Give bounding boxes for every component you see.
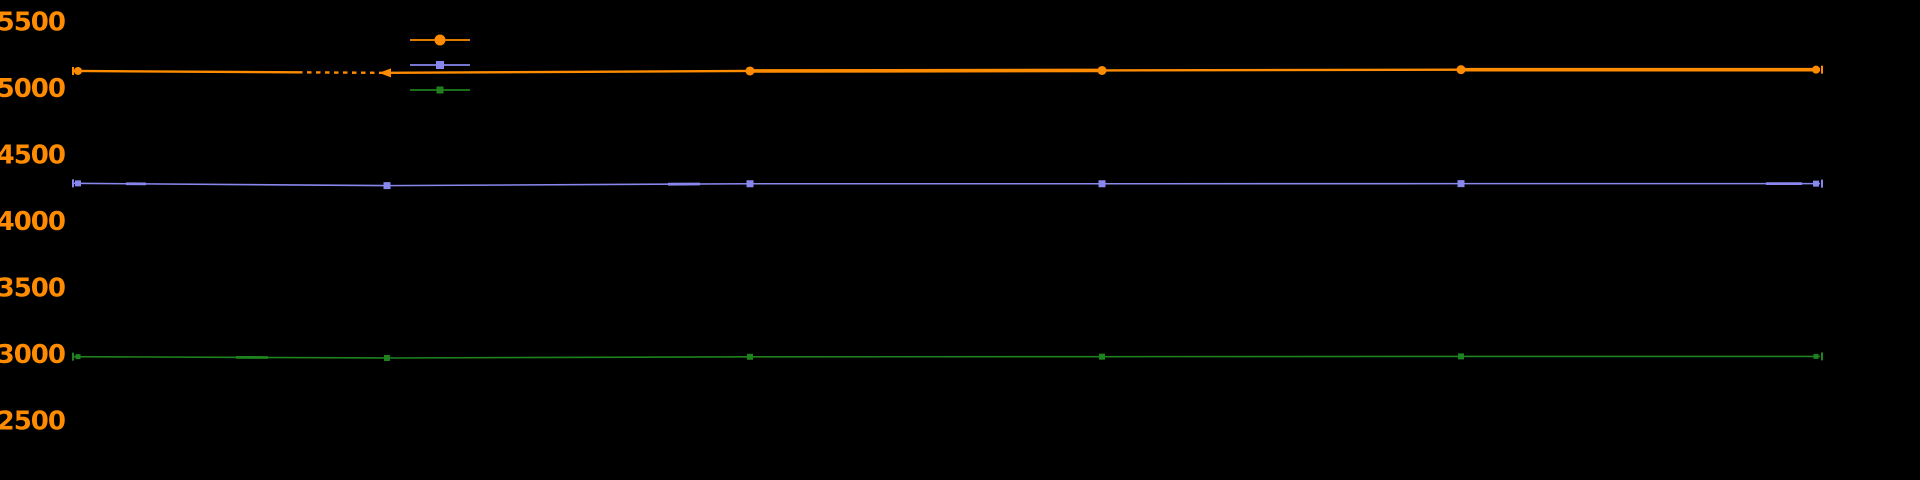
legend-marker-circle bbox=[434, 34, 446, 46]
data-point-marker-square bbox=[75, 180, 81, 187]
series-orange-series bbox=[72, 65, 1823, 78]
end-cap-bar-right bbox=[1821, 179, 1823, 188]
y-tick-label: 2500 bbox=[0, 407, 65, 437]
legend-entry bbox=[410, 86, 470, 94]
data-point-marker-square bbox=[1457, 180, 1465, 188]
data-point-marker-circle bbox=[1812, 65, 1820, 74]
data-point-marker-square bbox=[75, 354, 81, 360]
data-point-marker-square bbox=[1098, 180, 1106, 188]
line-thick-segment bbox=[749, 68, 1103, 73]
y-tick-label: 3000 bbox=[0, 340, 65, 370]
end-cap-bar-left bbox=[72, 179, 74, 188]
data-point-marker-square bbox=[747, 353, 753, 360]
legend-marker-square bbox=[436, 61, 444, 69]
y-tick-label: 3500 bbox=[0, 274, 65, 304]
data-point-marker-square bbox=[1813, 180, 1819, 187]
legend-entry bbox=[410, 61, 470, 69]
line bbox=[73, 182, 1820, 187]
data-point-marker-circle bbox=[745, 66, 755, 76]
y-tick-label: 5000 bbox=[0, 74, 65, 104]
data-point-marker-circle bbox=[1456, 65, 1466, 75]
legend-marker-square bbox=[436, 86, 444, 94]
series-green-series bbox=[72, 352, 1823, 361]
data-point-marker-circle bbox=[74, 66, 82, 75]
data-point-marker-square bbox=[1458, 353, 1464, 360]
end-cap-bar-left bbox=[72, 66, 74, 75]
end-cap-bar-right bbox=[1821, 65, 1823, 74]
data-point-marker-square bbox=[1813, 353, 1819, 359]
legend-entry bbox=[410, 34, 470, 46]
line-solid-left bbox=[73, 69, 299, 74]
data-point-marker-circle bbox=[1097, 65, 1107, 75]
data-point-marker-square bbox=[384, 354, 390, 361]
data-point-marker-square bbox=[1099, 353, 1105, 360]
y-tick-label: 4000 bbox=[0, 207, 65, 237]
data-point-marker-square bbox=[383, 182, 391, 190]
line-dashed-segment bbox=[297, 71, 384, 75]
line bbox=[73, 355, 1820, 359]
series-blue-series bbox=[72, 179, 1823, 190]
end-cap-bar-left bbox=[72, 352, 74, 361]
y-tick-label: 4500 bbox=[0, 141, 65, 171]
y-axis: 5500 5000 4500 4000 3500 3000 2500 bbox=[0, 8, 66, 437]
end-cap-bar-right bbox=[1821, 352, 1823, 361]
legend bbox=[410, 34, 470, 94]
arrow-left-marker bbox=[379, 68, 391, 78]
y-tick-label: 5500 bbox=[0, 8, 65, 38]
data-point-marker-square bbox=[746, 180, 754, 188]
